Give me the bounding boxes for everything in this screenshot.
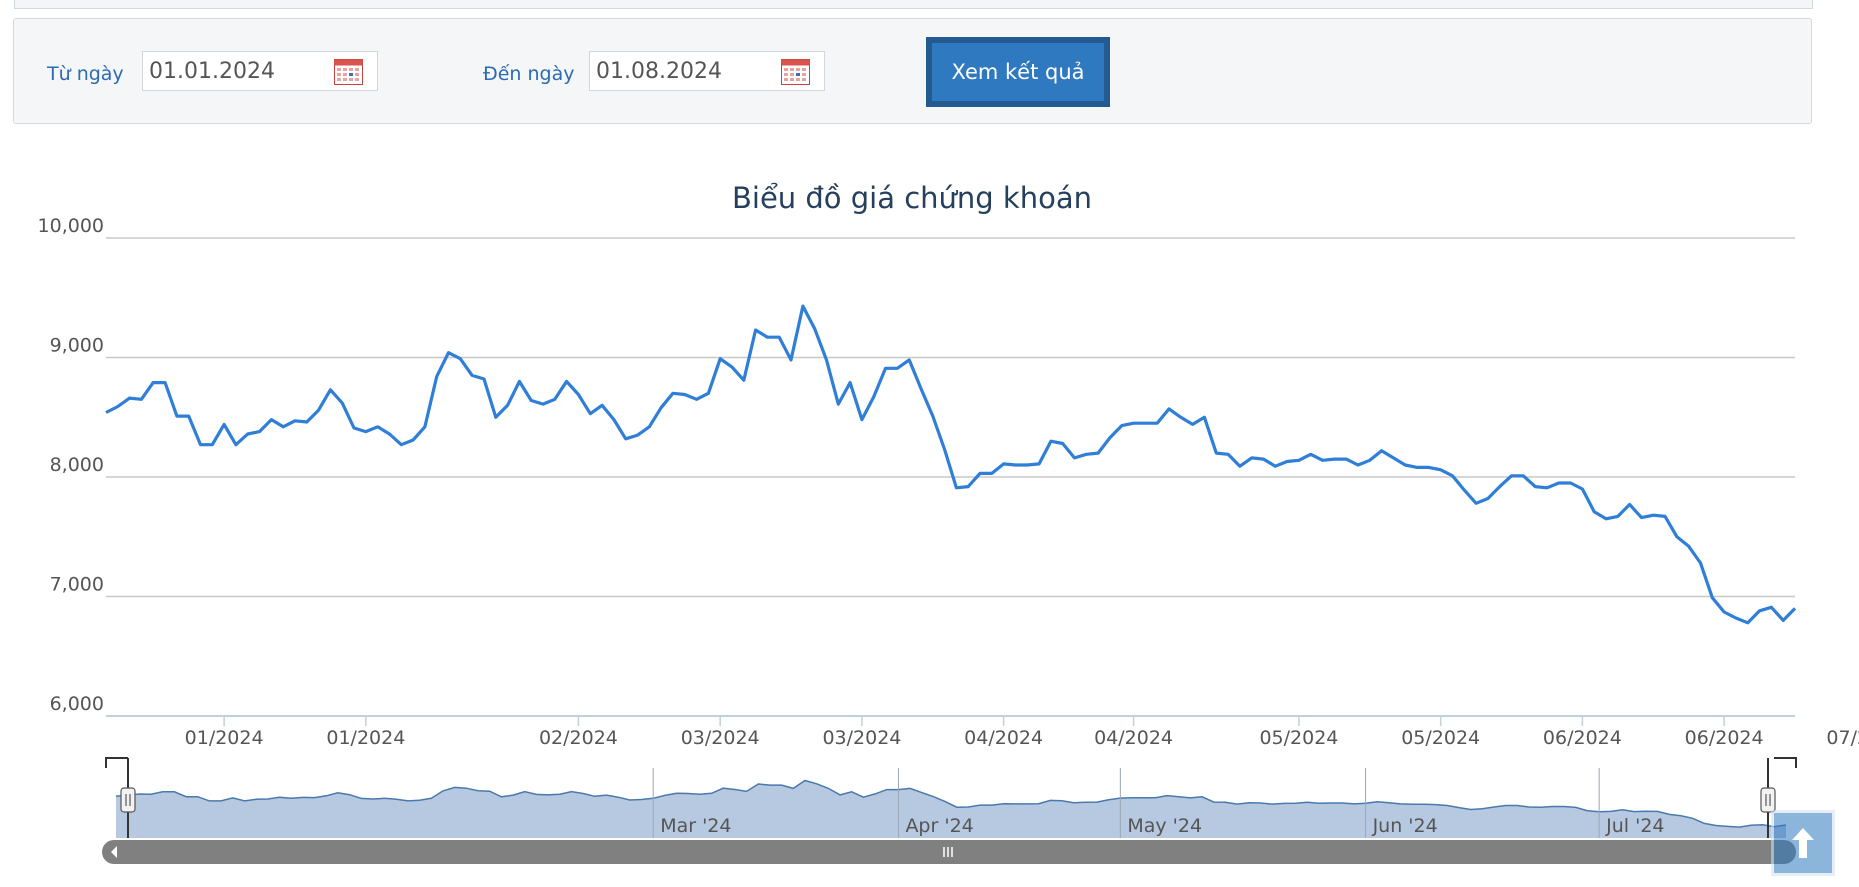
navigator-frame	[105, 757, 1797, 768]
navigator-area	[116, 780, 1786, 838]
y-tick-label: 7,000	[50, 574, 104, 596]
x-tick-label: 04/2024	[1094, 727, 1173, 749]
y-tick-label: 6,000	[50, 693, 104, 715]
x-tick-label: 05/2024	[1259, 727, 1338, 749]
view-results-label: Xem kết quả	[932, 43, 1104, 101]
grip-lines-icon	[943, 847, 953, 857]
y-tick-label: 9,000	[50, 335, 104, 357]
grip-handle-icon	[125, 794, 131, 806]
date-filter-bar: Từ ngày 01.01.2024 Đến ngày 01.08.2024	[13, 18, 1812, 124]
x-tick-label: 05/2024	[1401, 727, 1480, 749]
calendar-icon[interactable]	[334, 59, 363, 85]
x-tick-label: 01/2024	[326, 727, 405, 749]
navigator-line	[115, 779, 1787, 828]
price-chart: Biểu đồ giá chứng khoán 10,000 9,000 8,000 7…	[0, 170, 1859, 883]
navigator-label: Jun '24	[1372, 815, 1438, 837]
view-results-button[interactable]: Xem kết quả	[926, 37, 1110, 107]
arrow-up-icon	[1792, 828, 1814, 858]
x-tick-label: 03/2024	[822, 727, 901, 749]
to-date-field[interactable]: 01.08.2024	[589, 51, 825, 91]
y-tick-label: 8,000	[50, 454, 104, 476]
navigator-label: Jul '24	[1605, 815, 1664, 837]
x-tick-label: 03/2024	[681, 727, 760, 749]
x-tick-label: 04/2024	[964, 727, 1043, 749]
grip-handle-icon	[1765, 794, 1771, 806]
price-series-line	[105, 304, 1797, 625]
x-tick-label: 07/2024	[1826, 727, 1859, 749]
navigator-label: Mar '24	[660, 815, 731, 837]
from-date-label: Từ ngày	[47, 63, 124, 85]
navigator-label: May '24	[1127, 815, 1202, 837]
chevron-left-icon[interactable]	[111, 846, 117, 858]
from-date-field[interactable]: 01.01.2024	[142, 51, 378, 91]
from-date-value: 01.01.2024	[149, 59, 275, 84]
y-tick-label: 10,000	[38, 215, 104, 237]
to-date-value: 01.08.2024	[596, 59, 722, 84]
chart-title: Biểu đồ giá chứng khoán	[732, 181, 1092, 215]
calendar-icon[interactable]	[781, 59, 810, 85]
x-tick-label: 02/2024	[539, 727, 618, 749]
navigator-handle-left[interactable]	[120, 787, 136, 813]
top-strip	[14, 0, 1813, 9]
scroll-to-top-button[interactable]	[1771, 810, 1835, 876]
navigator-label: Apr '24	[905, 815, 973, 837]
x-tick-label: 06/2024	[1685, 727, 1764, 749]
navigator-handle-right[interactable]	[1760, 787, 1776, 813]
x-tick-label: 01/2024	[185, 727, 264, 749]
price-chart-svg: Biểu đồ giá chứng khoán 10,000 9,000 8,000 7…	[38, 181, 1859, 864]
to-date-label: Đến ngày	[483, 63, 575, 85]
x-tick-label: 06/2024	[1543, 727, 1622, 749]
